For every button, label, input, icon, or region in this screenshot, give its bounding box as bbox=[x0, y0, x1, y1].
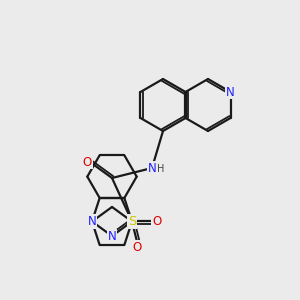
Text: O: O bbox=[152, 215, 162, 228]
Text: N: N bbox=[226, 85, 235, 98]
Text: S: S bbox=[128, 215, 136, 228]
Text: O: O bbox=[132, 241, 142, 254]
Text: N: N bbox=[148, 161, 156, 175]
Text: O: O bbox=[82, 155, 91, 169]
Text: N: N bbox=[88, 215, 96, 228]
Text: N: N bbox=[108, 230, 116, 242]
Text: H: H bbox=[157, 164, 165, 174]
